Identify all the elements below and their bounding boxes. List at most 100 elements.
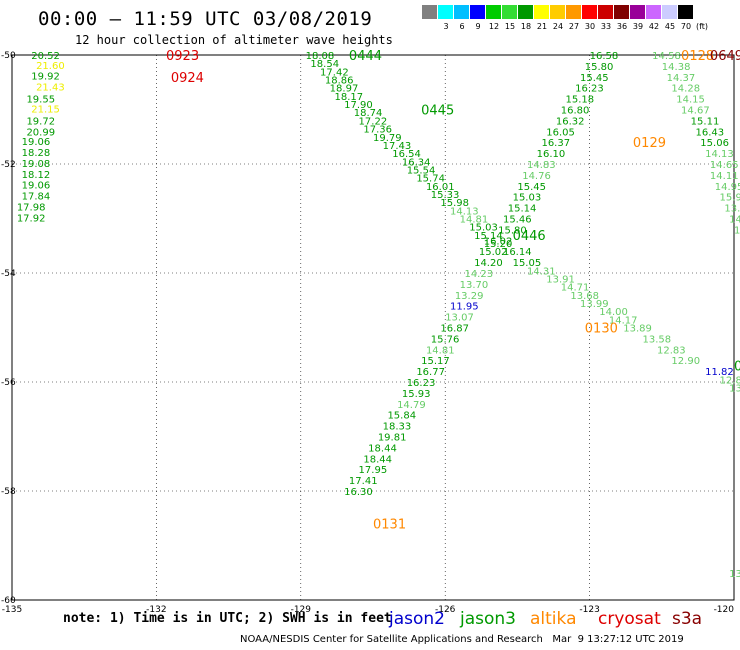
wave-height-value: 13.89 — [623, 324, 652, 335]
legend-label: 33 — [600, 22, 612, 31]
pass-time-label: 0924 — [171, 71, 204, 86]
wave-height-value: 12.83 — [657, 345, 686, 356]
longitude-tick-label: -135 — [2, 605, 22, 615]
wave-height-value: 15.03 — [513, 193, 542, 204]
pass-time-label: 0130 — [585, 322, 618, 337]
wave-height-value: 15.84 — [387, 411, 416, 422]
legend-label: 18 — [520, 22, 532, 31]
latitude-tick-label: -56 — [1, 378, 16, 388]
wave-height-value: 13.07 — [445, 313, 474, 324]
wave-height-value: 17.43 — [383, 141, 412, 152]
wave-height-value: 13.84 — [724, 204, 740, 215]
wave-height-value: 16.10 — [537, 149, 566, 160]
legend-label: 39 — [632, 22, 644, 31]
legend-swatch — [422, 5, 438, 19]
latitude-tick-label: -50 — [1, 51, 16, 61]
wave-height-value: 16.43 — [695, 127, 724, 138]
map-frame — [11, 54, 735, 601]
wave-height-value: 16.14 — [503, 247, 532, 258]
wave-height-value: 12.84 — [720, 375, 740, 386]
legend-label: 42 — [648, 22, 660, 31]
pass-time-label: 0129 — [633, 136, 666, 151]
wave-height-value: 14.65 — [710, 160, 739, 171]
wave-height-value: 15.11 — [691, 116, 720, 127]
page-title: 00:00 – 11:59 UTC 03/08/2019 — [38, 8, 373, 30]
wave-height-value: 18.08 — [306, 51, 335, 62]
wave-height-value: 14.31 — [527, 266, 556, 277]
legend-swatch — [486, 5, 502, 19]
wave-height-value: 17.98 — [17, 203, 46, 214]
wave-height-value: 15.05 — [513, 258, 542, 269]
legend-swatch — [598, 5, 614, 19]
wave-height-value: 15.17 — [421, 356, 450, 367]
wave-height-value: 20.99 — [26, 127, 55, 138]
latitude-tick-label: -60 — [1, 596, 16, 606]
wave-height-value: 19.06 — [22, 137, 51, 148]
wave-height-value: 14.67 — [681, 106, 710, 117]
latitude-tick-label: -52 — [1, 160, 16, 170]
legend-swatch — [582, 5, 598, 19]
wave-height-value: 16.37 — [541, 138, 570, 149]
wave-height-value: 15.03 — [469, 223, 498, 234]
wave-height-value: 16.23 — [407, 378, 436, 389]
satellite-altika: altika — [530, 609, 577, 629]
wave-height-value: 17.95 — [359, 465, 388, 476]
wave-height-value: 13 — [729, 569, 740, 580]
wave-height-value: 18.28 — [22, 148, 51, 159]
wave-height-value: 11.95 — [450, 302, 479, 313]
latitude-tick-label: -54 — [1, 269, 16, 279]
wave-height-value: 18.86 — [325, 76, 354, 87]
pass-time-label: 0447 — [734, 360, 740, 375]
legend-swatch — [662, 5, 678, 19]
wave-height-value: 14.37 — [667, 73, 696, 84]
legend-swatch — [470, 5, 486, 19]
wave-height-value: 15.18 — [566, 95, 595, 106]
wave-height-value: 13.58 — [643, 334, 672, 345]
wave-height-value: 16.54 — [392, 149, 421, 160]
wave-height-value: 15.06 — [700, 138, 729, 149]
wave-height-value: 14.58 — [652, 51, 681, 62]
wave-height-value: 18.74 — [354, 108, 383, 119]
wave-height-value: 16.77 — [416, 367, 445, 378]
wave-height-value: 15.93 — [402, 389, 431, 400]
wave-height-value: 18.12 — [22, 170, 51, 181]
pass-time-label: 0446 — [513, 229, 546, 244]
wave-height-value: 14.76 — [522, 171, 551, 182]
pass-time-label: 0128 — [681, 49, 714, 64]
wave-height-value: 21.43 — [36, 83, 65, 94]
wave-height-value: 17.42 — [320, 67, 349, 78]
wave-height-value: 17.36 — [363, 125, 392, 136]
legend-swatch — [614, 5, 630, 19]
satellite-cryosat: cryosat — [598, 609, 661, 629]
wave-height-value: 17.92 — [17, 213, 46, 224]
wave-height-value: 15.54 — [407, 165, 436, 176]
wave-height-value: 16.32 — [556, 116, 585, 127]
wave-height-value: 15.98 — [440, 198, 469, 209]
legend-label: 21 — [536, 22, 548, 31]
legend-label: 9 — [475, 22, 481, 31]
longitude-tick-label: -120 — [714, 605, 735, 615]
wave-height-value: 19.92 — [31, 72, 60, 83]
wave-height-value: 14.15 — [676, 95, 705, 106]
wave-height-value: 16.87 — [440, 324, 469, 335]
wave-height-value: 17.41 — [349, 476, 378, 487]
wave-height-value: 20.52 — [31, 51, 60, 62]
wave-height-value: 13.68 — [570, 291, 599, 302]
wave-height-value: 16.01 — [426, 182, 455, 193]
wave-height-value: 14.20 — [729, 215, 740, 226]
wave-height-value: 14.13 — [705, 149, 734, 160]
wave-height-value: 18.33 — [383, 422, 412, 433]
generated-timestamp: Mar 9 13:27:12 UTC 2019 — [552, 634, 684, 645]
legend-swatch — [550, 5, 566, 19]
longitude-tick-label: -123 — [579, 605, 599, 615]
wave-height-value: 18.97 — [330, 84, 359, 95]
wave-height-value: 16.30 — [344, 487, 373, 498]
satellite-s3a: s3a — [672, 609, 703, 629]
longitude-tick-label: -126 — [435, 605, 456, 615]
longitude-tick-label: -129 — [291, 605, 312, 615]
wave-height-value: 13.04 — [729, 383, 740, 394]
pass-time-label: 0131 — [373, 518, 406, 533]
longitude-labels: -135 -132 -129 -126 -123 -120 — [2, 605, 734, 615]
wave-height-value: 14.81 — [460, 215, 489, 226]
wave-height-value: 15.33 — [431, 190, 460, 201]
